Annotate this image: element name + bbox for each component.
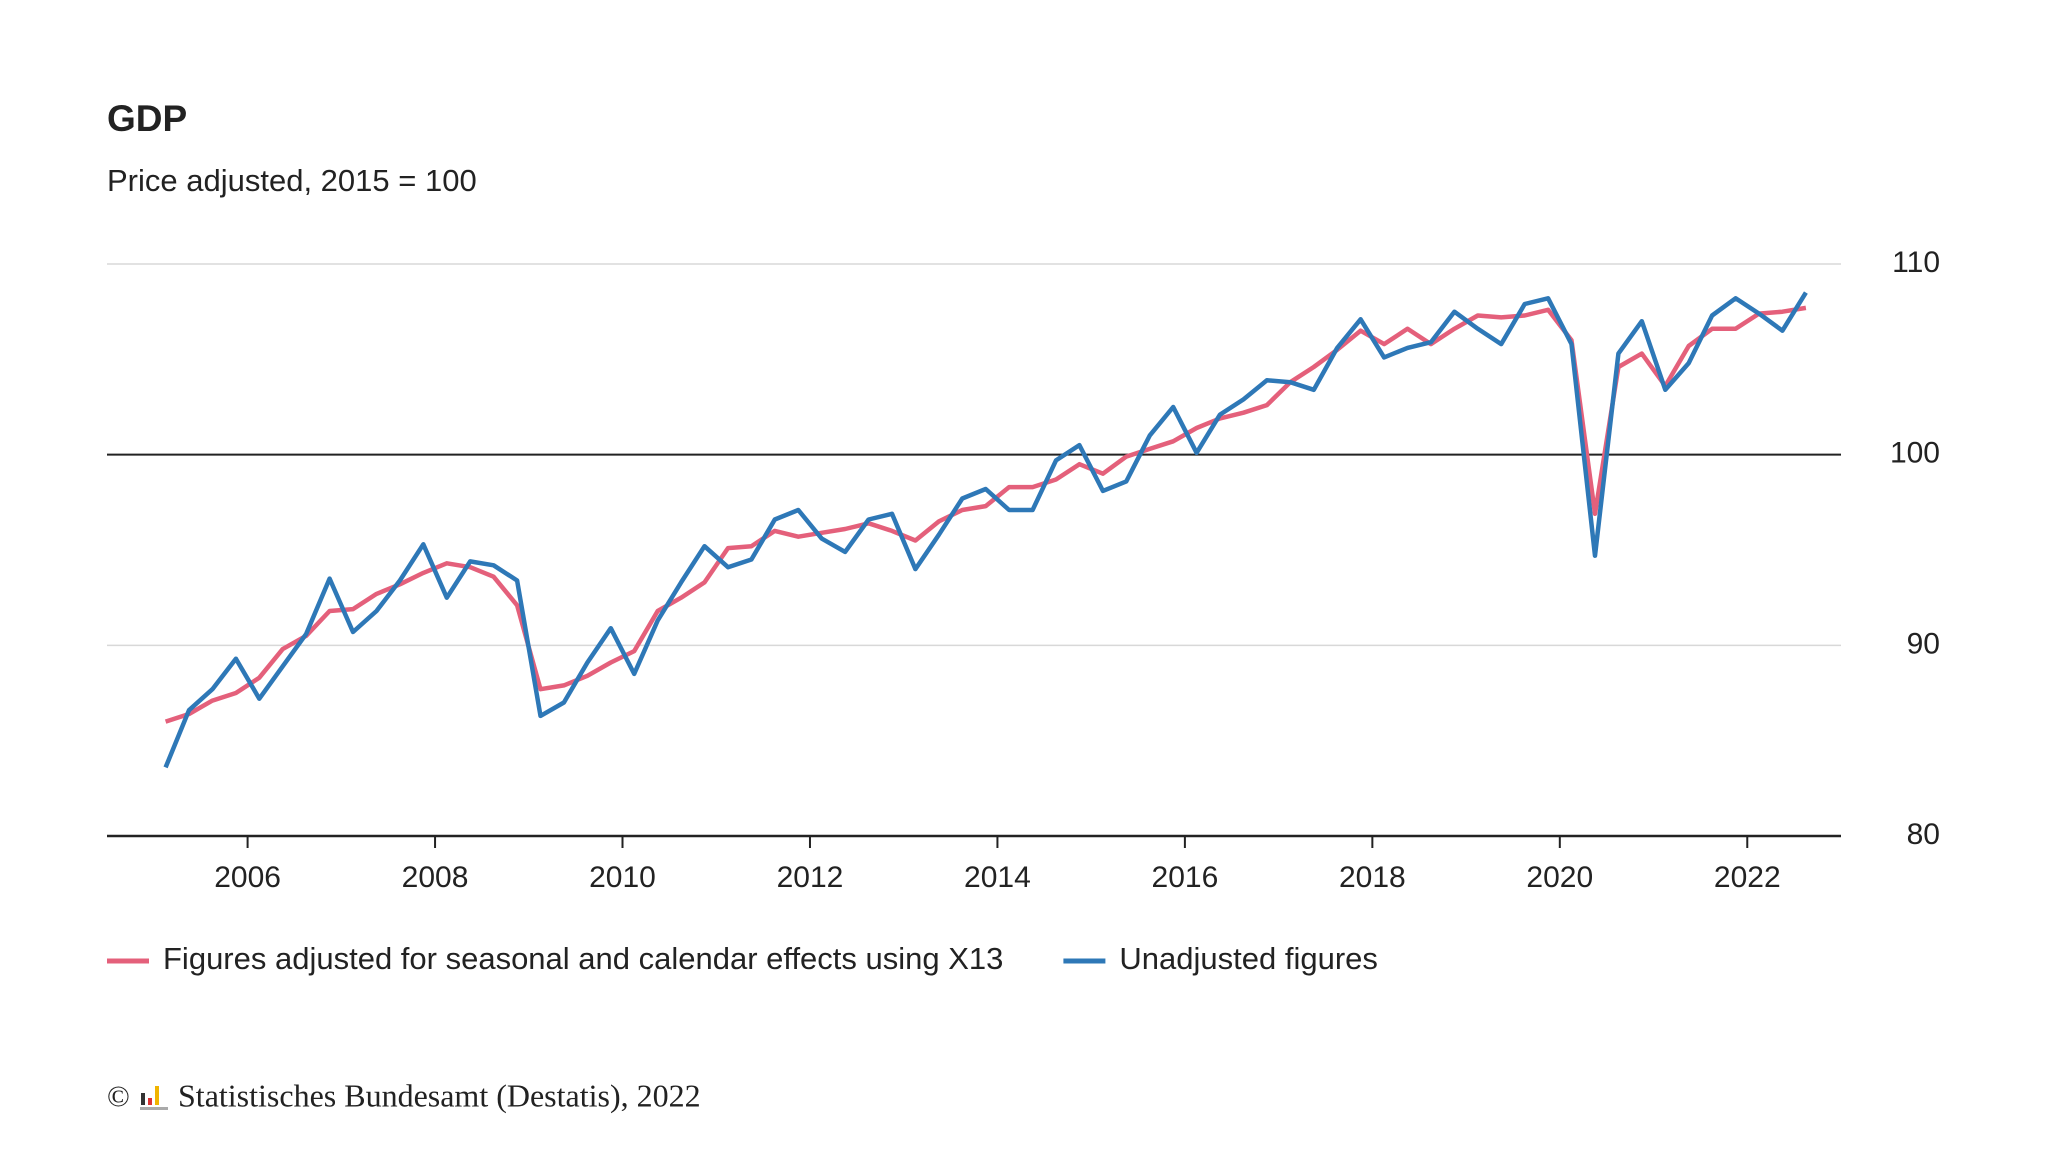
x-tick-label: 2012: [777, 861, 844, 894]
x-tick-label: 2010: [589, 861, 656, 894]
y-tick-label: 90: [1907, 627, 1940, 660]
x-tick-label: 2008: [402, 861, 469, 894]
y-tick-label: 100: [1890, 437, 1940, 470]
destatis-logo: [140, 1086, 168, 1110]
data-line: [164, 305, 1807, 724]
x-tick-label: 2014: [964, 861, 1031, 894]
legend-label: Figures adjusted for seasonal and calend…: [163, 941, 1003, 976]
y-tick-label: 80: [1907, 818, 1940, 851]
x-tick-label: 2020: [1526, 861, 1593, 894]
data-line: [163, 291, 1808, 769]
copyright-symbol: ©: [107, 1080, 130, 1113]
chart-subtitle: Price adjusted, 2015 = 100: [107, 163, 477, 198]
x-tick-label: 2006: [214, 861, 281, 894]
chart-title: GDP: [107, 98, 187, 139]
x-tick-label: 2022: [1714, 861, 1781, 894]
x-tick-label: 2016: [1152, 861, 1219, 894]
x-tick-label: 2018: [1339, 861, 1406, 894]
y-tick-label: 110: [1892, 246, 1940, 279]
legend-label: Unadjusted figures: [1119, 941, 1378, 976]
source: Statistisches Bundesamt (Destatis), 2022: [178, 1077, 701, 1113]
